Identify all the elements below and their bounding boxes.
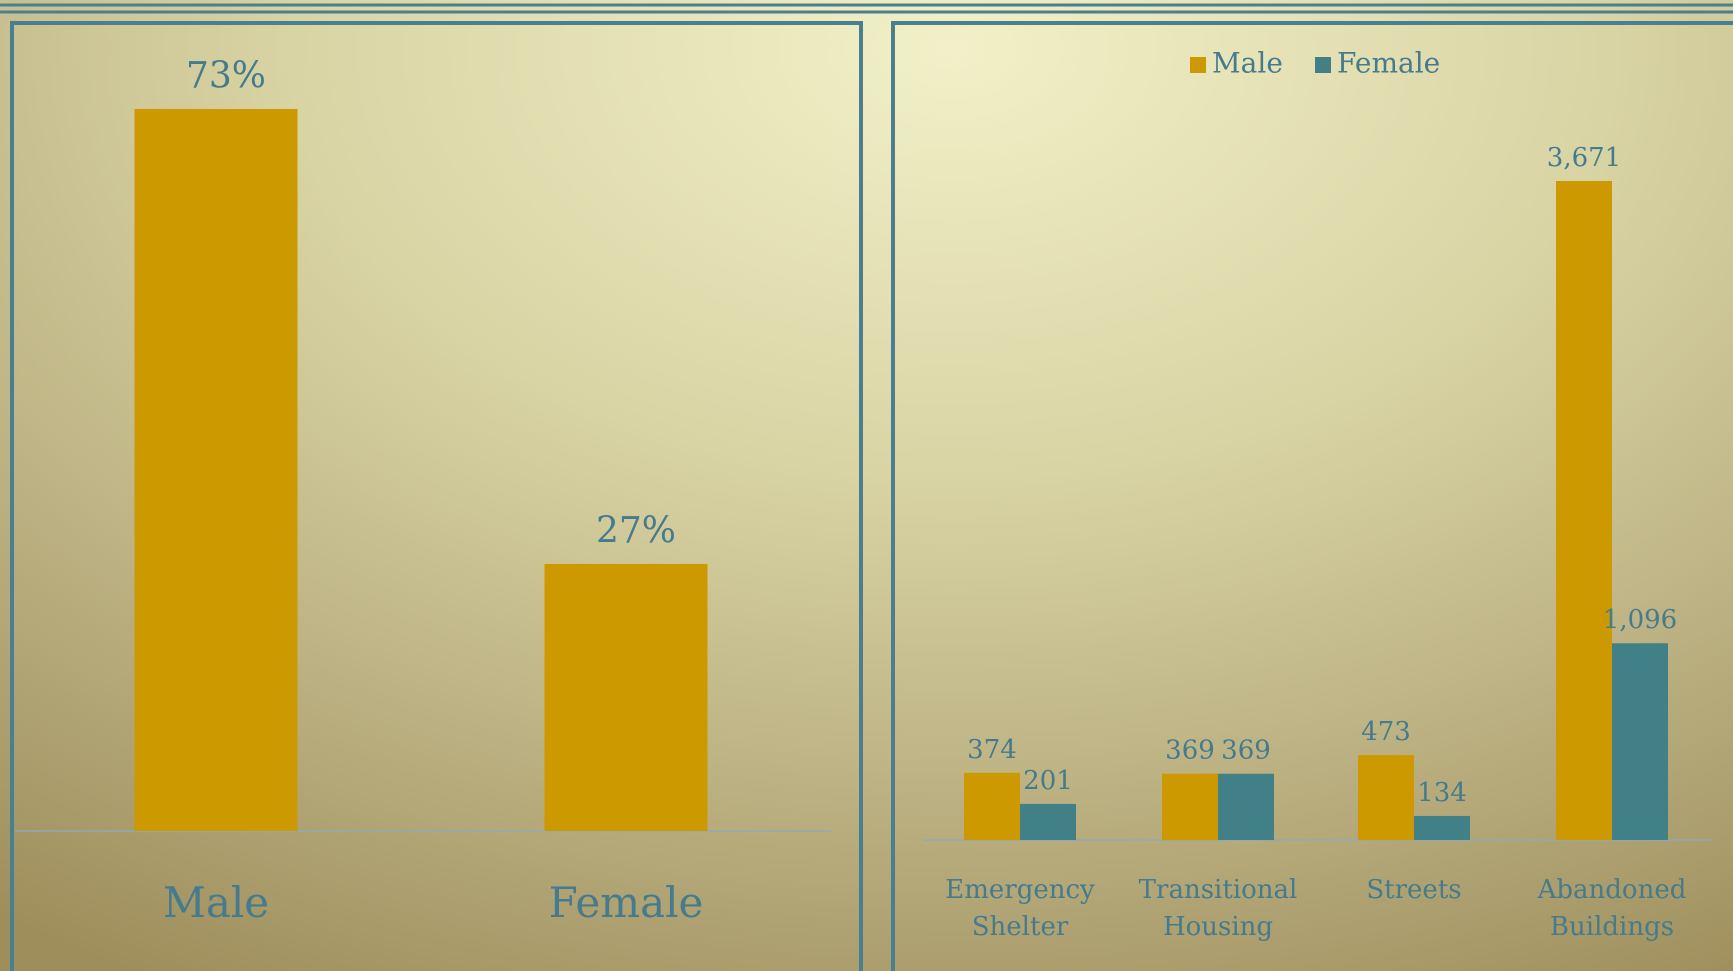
bar: [134, 109, 298, 831]
panel: [891, 21, 1733, 971]
bar: [1612, 643, 1668, 840]
legend-swatch: [1315, 57, 1331, 73]
bar: [964, 772, 1020, 840]
bar: [1162, 773, 1218, 840]
x-tick-label: Streets: [1366, 875, 1462, 905]
x-tick-label: Abandoned Buildings: [1537, 875, 1687, 942]
bar: [1218, 773, 1274, 840]
data-label: 1,096: [1603, 605, 1677, 635]
data-label: 374: [967, 735, 1017, 765]
data-label: 369: [1221, 736, 1271, 766]
legend-label: Male: [1212, 47, 1283, 80]
data-label: 73%: [186, 55, 266, 96]
bar: [1556, 181, 1612, 840]
x-tick-label: Transitional Housing: [1138, 875, 1298, 942]
legend-swatch: [1190, 57, 1206, 73]
x-tick-label: Female: [549, 878, 704, 927]
data-label: 369: [1165, 736, 1215, 766]
data-label: 201: [1023, 766, 1073, 796]
bar: [1358, 755, 1414, 840]
bar: [1020, 803, 1076, 840]
data-label: 134: [1417, 778, 1467, 808]
data-label: 27%: [596, 510, 676, 551]
data-label: 473: [1361, 717, 1411, 747]
bar: [544, 563, 708, 831]
x-tick-label: Male: [163, 878, 269, 927]
legend-label: Female: [1337, 47, 1440, 80]
x-tick-label: Emergency Shelter: [945, 875, 1095, 942]
bar: [1414, 815, 1470, 840]
panel: [10, 21, 863, 971]
data-label: 3,671: [1547, 143, 1621, 173]
